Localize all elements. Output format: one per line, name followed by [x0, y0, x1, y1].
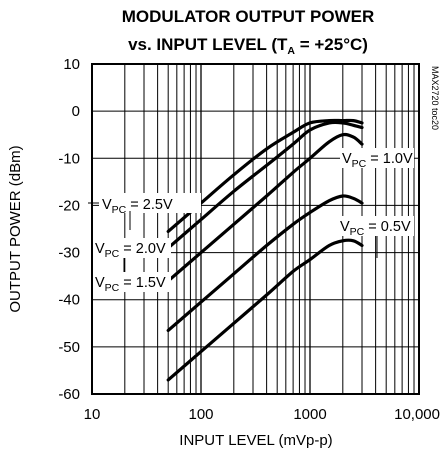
plot-frame	[91, 63, 420, 395]
label-vpc-2.0: VPC = 2.0V	[93, 238, 171, 272]
y-tick-label: -20	[58, 197, 80, 214]
svg-text:VPC = 1.0V: VPC = 1.0V	[342, 151, 413, 170]
y-axis-label: OUTPUT POWER (dBm)	[7, 145, 24, 312]
x-axis-label: INPUT LEVEL (mVp-p)	[179, 432, 332, 449]
y-tick-label: -40	[58, 292, 80, 309]
svg-text:VPC = 2.5V: VPC = 2.5V	[102, 197, 173, 216]
y-tick-label: 10	[63, 56, 80, 73]
label-vpc-1.5: VPC = 1.5V	[93, 272, 171, 294]
x-tick-label: 10	[84, 406, 101, 423]
series-line-0	[166, 118, 364, 233]
x-tick-label: 100	[188, 406, 213, 423]
x-tick-label: 10,000	[394, 406, 440, 423]
series-line-1	[166, 120, 364, 250]
label-vpc-1.0: VPC = 1.0V	[340, 148, 414, 170]
svg-text:VPC = 2.0V: VPC = 2.0V	[95, 241, 166, 260]
chart-title: MODULATOR OUTPUT POWER	[122, 7, 374, 26]
series-line-3	[166, 194, 364, 332]
y-tick-label: -30	[58, 245, 80, 262]
side-label: MAX2720 toc20	[430, 66, 440, 130]
series-line-4	[166, 238, 364, 382]
y-tick-label: -10	[58, 150, 80, 167]
chart-title-line2: vs. INPUT LEVEL (TA = +25°C)	[128, 35, 368, 57]
y-tick-label: 0	[72, 103, 80, 120]
y-tick-label: -60	[58, 386, 80, 403]
series-group	[166, 118, 364, 382]
svg-text:VPC = 1.5V: VPC = 1.5V	[95, 275, 166, 294]
x-tick-label: 1000	[293, 406, 326, 423]
x-tick-labels: 10 100 1000 10,000	[84, 406, 440, 423]
label-vpc-2.5: VPC = 2.5V	[88, 193, 201, 230]
series-line-2	[166, 132, 364, 283]
svg-text:VPC = 0.5V: VPC = 0.5V	[340, 219, 411, 238]
label-vpc-0.5: VPC = 0.5V	[338, 216, 414, 258]
y-tick-label: -50	[58, 339, 80, 356]
y-tick-labels: 10 0 -10 -20 -30 -40 -50 -60	[58, 56, 80, 403]
